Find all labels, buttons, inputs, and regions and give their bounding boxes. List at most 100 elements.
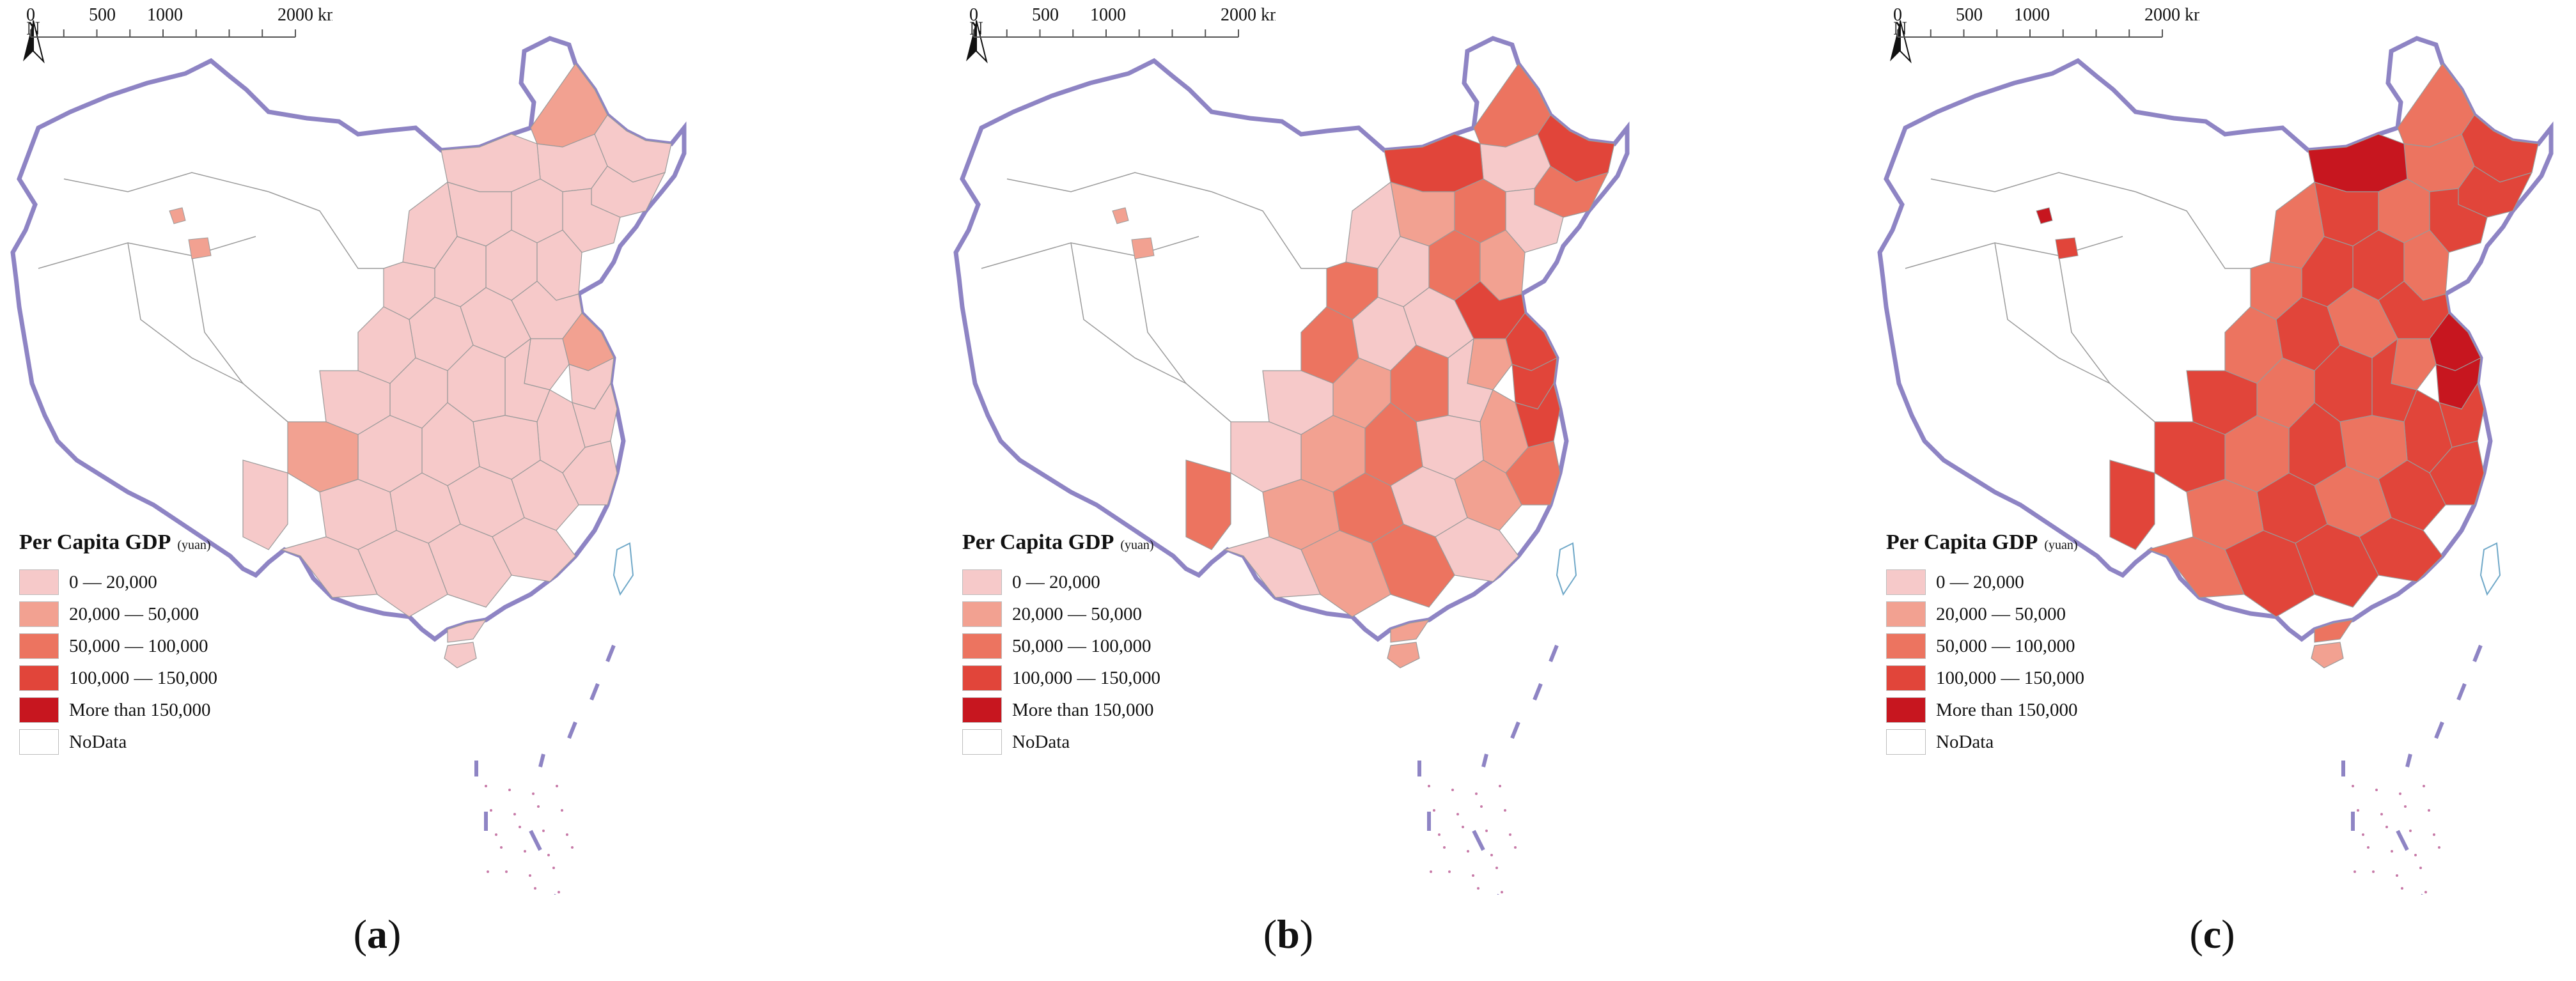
island-dot: [1475, 792, 1478, 795]
province-boundary: [981, 236, 1199, 269]
city-region: [2314, 619, 2354, 643]
island-dot: [2424, 891, 2427, 893]
city-region: [2109, 460, 2155, 550]
maritime-boundary-dash: [538, 753, 545, 768]
maritime-boundary-dash: [529, 830, 542, 851]
taiwan-island: [2479, 542, 2501, 596]
island-dot: [519, 826, 521, 828]
hainan-island: [1387, 642, 1420, 668]
hainan-island: [2311, 642, 2344, 668]
legend-swatch: [962, 633, 1002, 659]
legend-swatch: [19, 633, 59, 659]
legend-label: 20,000 — 50,000: [69, 603, 199, 624]
island-dot: [556, 785, 558, 787]
island-dot: [2399, 792, 2401, 795]
panel-letter: c: [2203, 911, 2222, 957]
legend-unit: (yuan): [177, 538, 211, 552]
legend-label: 50,000 — 100,000: [69, 635, 208, 656]
province-boundary: [2135, 191, 2251, 269]
legend-swatch: [962, 697, 1002, 723]
legend-swatch: [1886, 569, 1926, 595]
scale-label: 2000 km: [277, 5, 332, 25]
legend-title-text: Per Capita GDP: [19, 530, 171, 554]
island-dot: [1456, 813, 1459, 815]
legend-swatch: [1886, 697, 1926, 723]
legend-label: 0 — 20,000: [1012, 571, 1100, 592]
island-dot: [2419, 867, 2422, 869]
city-region: [511, 178, 563, 243]
province-boundary: [38, 236, 256, 269]
island-dot: [2404, 805, 2407, 808]
legend-item: More than 150,000: [19, 694, 217, 726]
island-dot: [558, 891, 560, 893]
maritime-boundary-dash: [2472, 644, 2483, 663]
island-dot: [532, 792, 535, 795]
island-dot: [1477, 887, 1479, 890]
legend-item: NoData: [19, 726, 217, 758]
legend: Per Capita GDP (yuan) 0 — 20,000 20,000 — 5…: [962, 530, 1160, 758]
island-dot: [537, 805, 540, 808]
legend-swatch: [1886, 729, 1926, 755]
city-region: [1390, 619, 1430, 643]
province-boundary: [2058, 255, 2155, 422]
island-dot: [1428, 785, 1430, 787]
island-dot: [1433, 809, 1435, 812]
island-dot: [534, 887, 536, 890]
island-dot: [2352, 785, 2354, 787]
island-dot: [2433, 833, 2435, 836]
city-region: [2307, 134, 2408, 192]
city-region: [2378, 178, 2430, 243]
scale-label: 2000 km: [1221, 5, 1276, 25]
island-dot: [2362, 833, 2364, 836]
panel-label: (c): [2189, 911, 2235, 957]
island-dot: [2380, 813, 2383, 815]
island-dot: [487, 870, 489, 873]
province-boundary: [127, 242, 244, 384]
island-dot: [1499, 785, 1501, 787]
city-region: [1185, 460, 1231, 550]
legend-label: 20,000 — 50,000: [1936, 603, 2066, 624]
taiwan-island: [613, 542, 634, 596]
legend-swatch: [962, 665, 1002, 691]
legend-item: 50,000 — 100,000: [1886, 630, 2084, 662]
legend-unit: (yuan): [1120, 538, 1154, 552]
island-dot: [1462, 826, 1464, 828]
island-dot: [1490, 854, 1493, 856]
island-dot: [2354, 870, 2356, 873]
panel-label: (b): [1263, 911, 1314, 957]
scale-label: 500: [1956, 5, 1983, 25]
island-dot: [2375, 789, 2378, 791]
maritime-boundary-dash: [1472, 830, 1485, 851]
city-region: [1222, 536, 1321, 598]
province-boundary: [1905, 236, 2123, 269]
legend-swatch: [1886, 601, 1926, 627]
island-dot: [1472, 874, 1474, 877]
maritime-boundary-dash: [589, 683, 600, 701]
scale-label: 1000: [1090, 5, 1126, 25]
province-boundary: [1994, 242, 2111, 384]
legend-item: 0 — 20,000: [962, 566, 1160, 598]
island-dot: [561, 809, 563, 812]
maritime-boundary-dash: [2405, 753, 2412, 768]
island-dot: [1451, 789, 1454, 791]
city-region: [2146, 536, 2245, 598]
city-region: [1131, 237, 1155, 259]
island-dot: [1438, 833, 1440, 836]
province-boundary: [1134, 255, 1231, 422]
legend-label: NoData: [1936, 731, 1994, 752]
island-dot: [2423, 785, 2425, 787]
island-dot: [2428, 809, 2430, 812]
legend-label: 50,000 — 100,000: [1012, 635, 1151, 656]
legend-label: 100,000 — 150,000: [1936, 667, 2084, 688]
legend-swatch: [962, 601, 1002, 627]
island-dot: [2391, 850, 2393, 853]
legend-item: 100,000 — 150,000: [1886, 662, 2084, 694]
island-dot: [485, 785, 487, 787]
legend-label: 100,000 — 150,000: [1012, 667, 1160, 688]
island-dot: [571, 846, 574, 849]
legend-unit: (yuan): [2044, 538, 2078, 552]
legend-title-text: Per Capita GDP: [1886, 530, 2038, 554]
city-region: [2036, 207, 2053, 224]
